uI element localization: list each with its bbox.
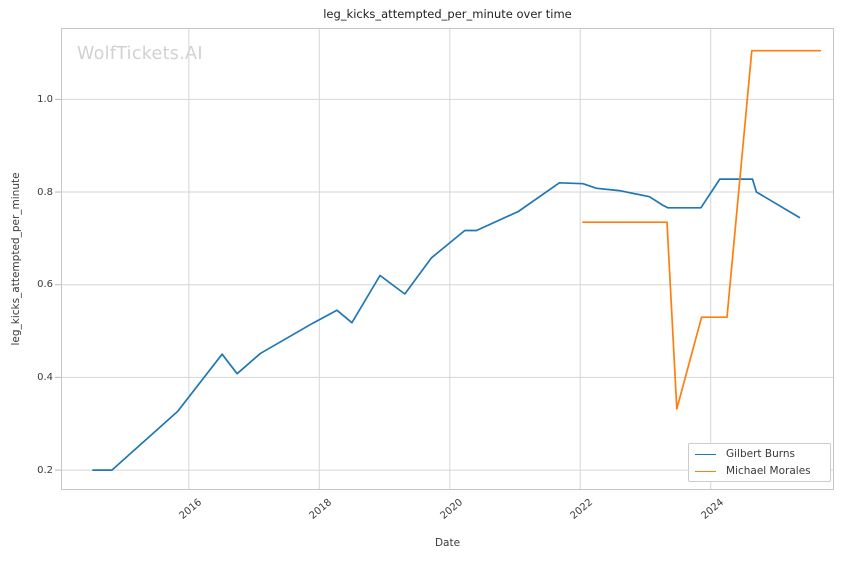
series-line-gilbert-burns <box>92 178 801 471</box>
watermark: WolfTickets.AI <box>77 44 203 64</box>
x-tick-label: 2022 <box>568 497 596 522</box>
plot-border <box>61 28 834 490</box>
x-axis-label: Date <box>434 537 461 549</box>
x-tick-label: 2024 <box>699 497 726 522</box>
series-line-michael-morales <box>582 49 822 410</box>
legend-line-swatch <box>695 453 716 455</box>
legend-line-swatch <box>695 470 716 472</box>
legend-item: Gilbert Burns <box>695 447 824 461</box>
plot-area <box>55 28 834 490</box>
chart-title: leg_kicks_attempted_per_minute over time <box>323 7 572 21</box>
y-tick-label: 1.0 <box>37 93 53 105</box>
y-tick-label: 0.4 <box>37 371 53 383</box>
x-tick-label: 2018 <box>307 497 335 522</box>
y-tick-label: 0.8 <box>37 186 53 198</box>
legend-item: Michael Morales <box>695 464 824 478</box>
legend: Gilbert Burns Michael Morales <box>688 443 831 482</box>
y-tick-label: 0.6 <box>37 279 53 291</box>
y-axis-label: leg_kicks_attempted_per_minute <box>10 172 22 346</box>
x-tick-label: 2020 <box>438 497 465 522</box>
legend-label: Gilbert Burns <box>726 448 795 460</box>
x-tick-label: 2016 <box>177 497 204 522</box>
legend-label: Michael Morales <box>726 465 811 477</box>
y-tick-label: 0.2 <box>37 464 53 476</box>
